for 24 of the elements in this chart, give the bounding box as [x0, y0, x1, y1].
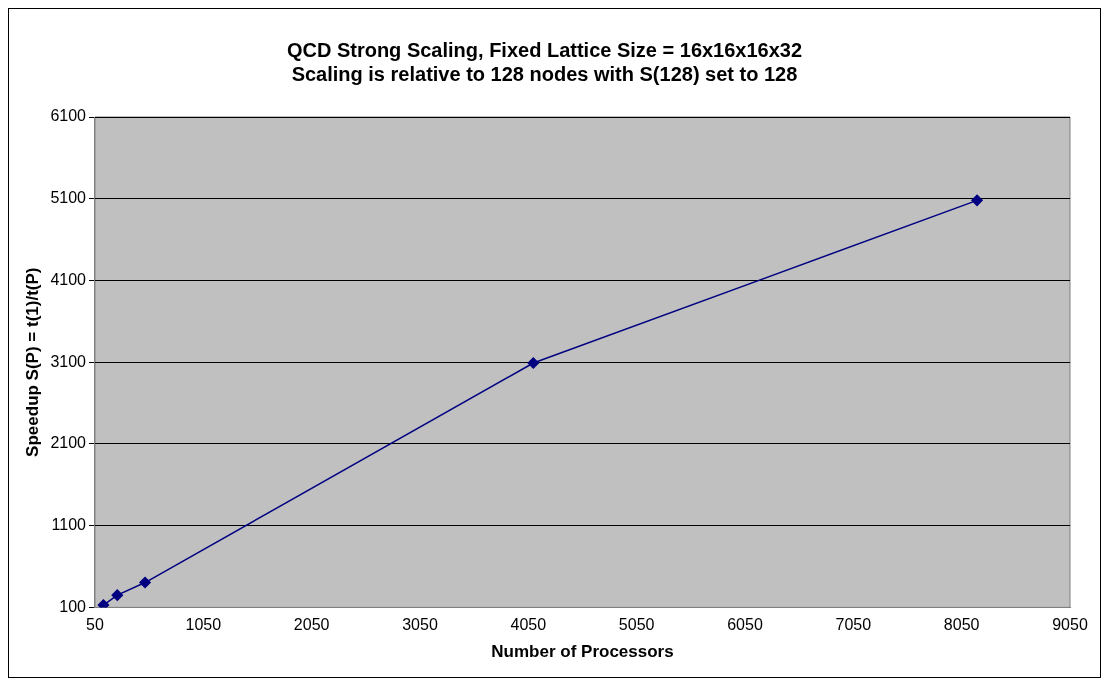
point: [111, 589, 124, 601]
x-tick-label: 2050: [293, 616, 330, 634]
point: [971, 194, 983, 207]
x-tick-label: 6050: [727, 616, 763, 634]
y-tick-label: 5100: [50, 189, 87, 207]
x-tick-label: 7050: [835, 616, 872, 634]
y-tick-label: 6100: [50, 107, 87, 125]
y-tick-label: 2100: [50, 434, 87, 452]
point: [139, 576, 151, 589]
y-tick-label: 100: [59, 597, 87, 615]
y-tick-label: 1100: [51, 516, 87, 534]
chart-title: QCD Strong Scaling, Fixed Lattice Size = 16x16x16x32 Scaling is relative to 128 nodes with S(128) set to 128: [286, 38, 803, 85]
y-tick-label: 3100: [50, 352, 87, 370]
x-tick-label: 50: [86, 616, 104, 634]
point: [527, 357, 540, 369]
x-tick-label: 4050: [510, 616, 547, 634]
y-axis-title: Speedup S(P) = t(1)/t(P): [22, 267, 42, 457]
x-tick-label: 1050: [185, 616, 222, 634]
x-tick-label: 9050: [1052, 616, 1088, 634]
x-axis-title: Number of Processors: [491, 642, 674, 662]
x-tick-label: 3050: [402, 616, 438, 634]
x-tick-label: 8050: [943, 616, 980, 634]
y-tick-label: 4100: [50, 270, 87, 288]
x-tick-label: 5050: [618, 616, 655, 634]
